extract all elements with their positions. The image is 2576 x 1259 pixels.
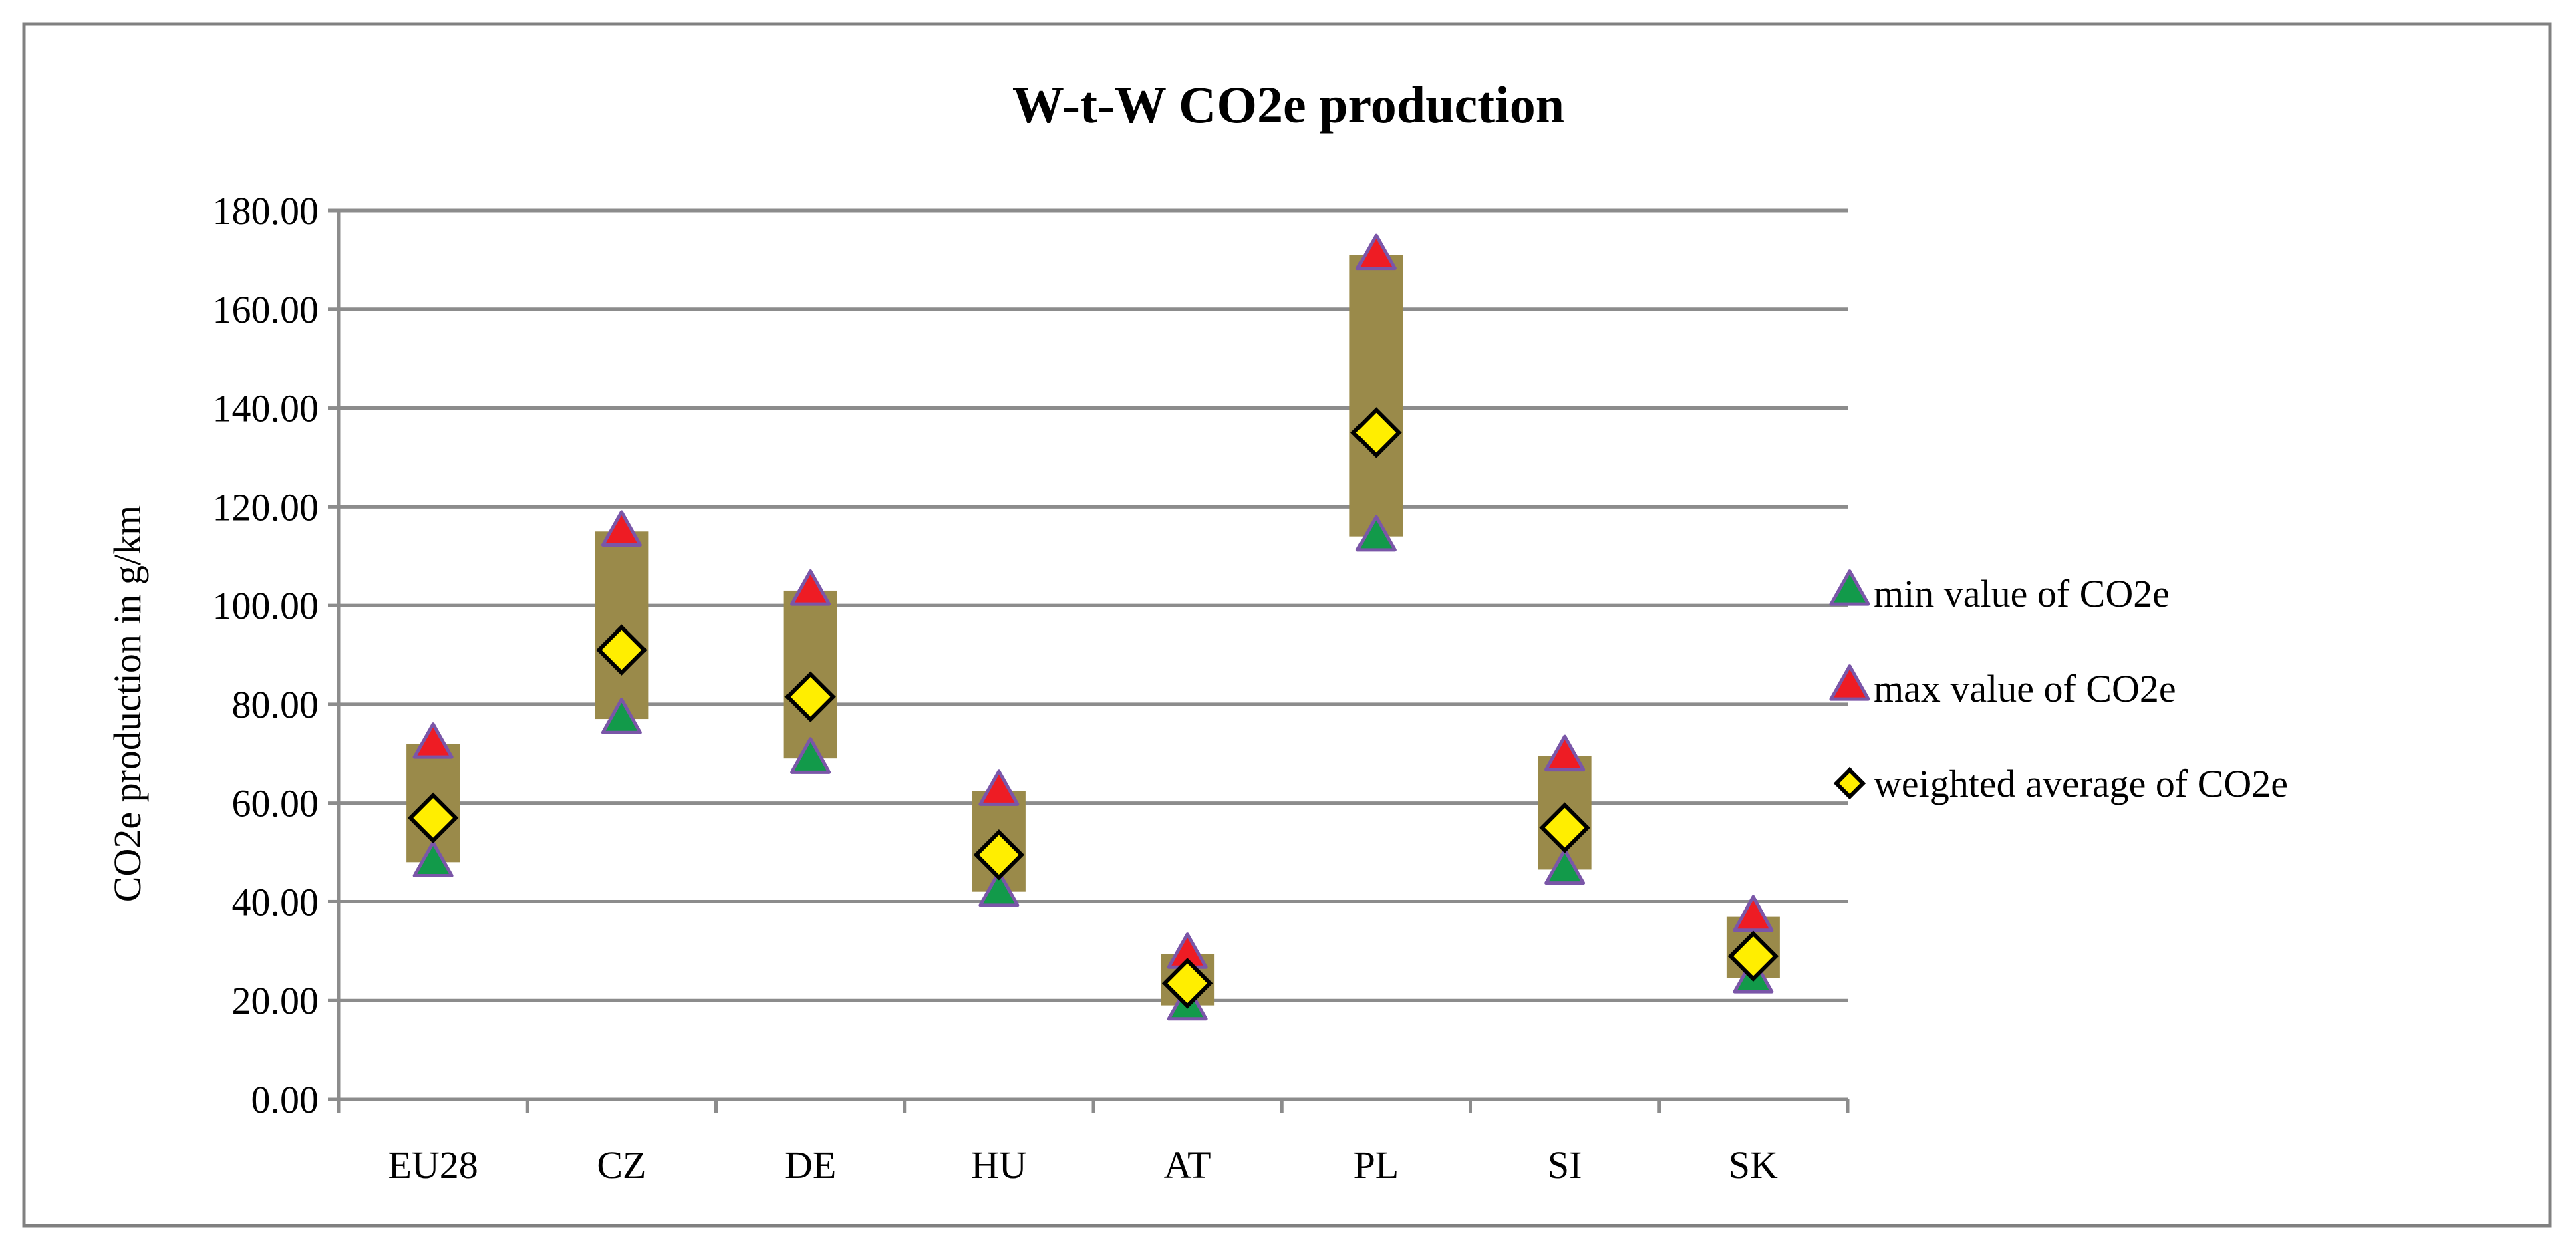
min-value-marker [1544, 848, 1586, 885]
x-tick-label: PL [1354, 1143, 1399, 1187]
max-value-marker [1544, 734, 1586, 772]
legend-min-icon [1829, 569, 1870, 606]
chart-border [22, 22, 2552, 1228]
y-tick-label: 160.00 [212, 288, 319, 331]
weighted-average-marker [596, 624, 648, 676]
legend: min value of CO2e max value of CO2e weight… [1829, 569, 2288, 805]
legend-average-icon [1833, 766, 1866, 800]
data-markers [407, 233, 1779, 1021]
min-value-marker [1355, 515, 1397, 552]
weighted-average-marker [784, 671, 836, 723]
y-tick-label: 100.00 [212, 584, 319, 627]
y-tick-label: 180.00 [212, 189, 319, 233]
y-tick-label: 140.00 [212, 387, 319, 430]
min-value-marker [601, 698, 642, 734]
x-tick-label: SI [1548, 1143, 1582, 1187]
y-tick-label: 20.00 [232, 979, 319, 1022]
weighted-average-marker [1350, 407, 1402, 458]
min-value-marker [978, 870, 1020, 907]
legend-label: min value of CO2e [1874, 572, 2170, 615]
x-tick-label: EU28 [388, 1143, 478, 1187]
range-band [1349, 255, 1403, 537]
weighted-average-marker [1727, 930, 1779, 982]
min-value-marker [412, 841, 454, 877]
y-axis-title: CO2e production in g/km [106, 505, 149, 902]
x-tick-label: DE [784, 1143, 836, 1187]
y-tick-label: 60.00 [232, 782, 319, 825]
max-value-marker [412, 722, 454, 759]
y-tick-label: 120.00 [212, 485, 319, 529]
y-tick-label: 0.00 [251, 1078, 319, 1121]
weighted-average-marker [1539, 802, 1590, 853]
gridlines [339, 208, 1848, 1002]
x-tick-label: CZ [597, 1143, 646, 1187]
max-value-marker [978, 769, 1020, 806]
x-tick-label: AT [1164, 1143, 1211, 1187]
y-tick-label: 80.00 [232, 683, 319, 726]
min-value-marker [790, 737, 831, 774]
x-tick-label: HU [971, 1143, 1027, 1187]
chart-title: W-t-W CO2e production [1012, 76, 1564, 134]
axes: 0.00 20.00 40.00 60.00 80.00 100.00 120.00 140.… [212, 189, 1850, 1187]
weighted-average-marker [1161, 958, 1213, 1009]
y-tick-label: 40.00 [232, 880, 319, 924]
x-tick-label: SK [1729, 1143, 1778, 1187]
max-value-marker [601, 510, 642, 547]
weighted-average-marker [973, 829, 1025, 881]
max-value-marker [1355, 233, 1397, 271]
legend-label: weighted average of CO2e [1874, 762, 2288, 805]
max-value-marker [1733, 895, 1774, 932]
legend-max-icon [1829, 664, 1870, 701]
legend-label: max value of CO2e [1874, 667, 2176, 710]
max-value-marker [790, 569, 831, 606]
weighted-average-marker [407, 792, 459, 844]
